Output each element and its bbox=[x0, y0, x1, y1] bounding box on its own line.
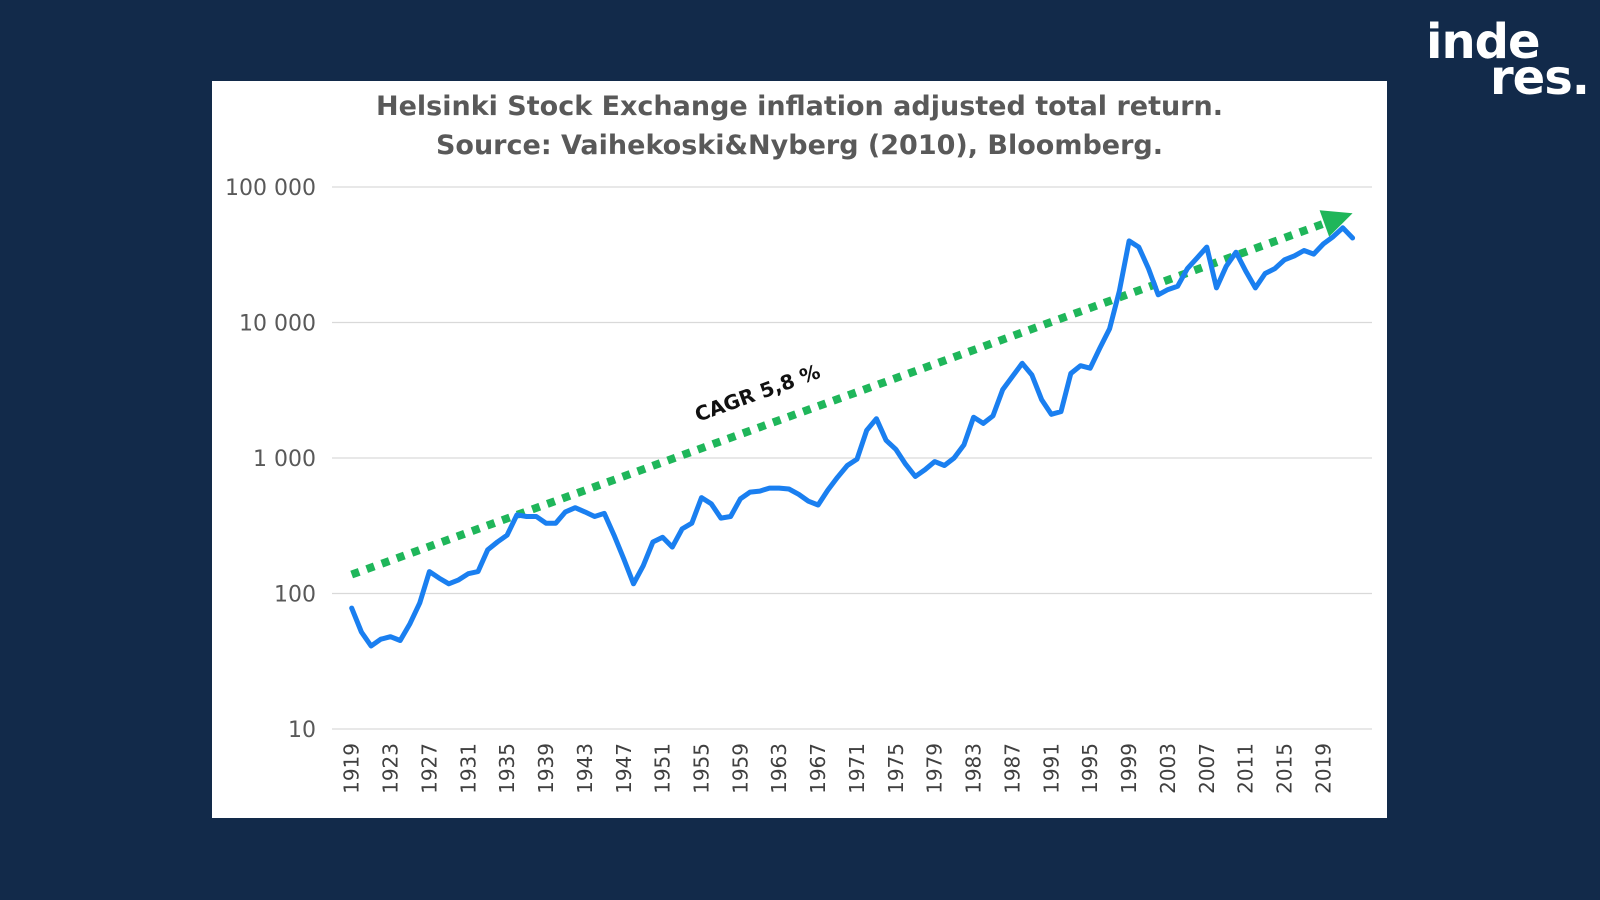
y-tick-label: 100 000 bbox=[225, 176, 316, 201]
chart-panel: 10 100 1 000 10 000 100 000 1919 1923 1927 1931… bbox=[212, 81, 1387, 818]
x-tick-label: 2015 bbox=[1273, 743, 1297, 794]
chart-title-line-2: Source: Vaihekoski&Nyberg (2010), Bloomb… bbox=[435, 130, 1164, 161]
x-tick-label: 2011 bbox=[1234, 743, 1258, 794]
y-tick-label: 100 bbox=[274, 583, 316, 608]
x-tick-label: 1951 bbox=[651, 743, 675, 794]
x-tick-label: 1999 bbox=[1117, 743, 1141, 794]
x-tick-label: 1919 bbox=[340, 743, 364, 794]
cagr-label: CAGR 5,8 % bbox=[692, 359, 824, 426]
logo-line-2: res. bbox=[1490, 50, 1590, 106]
x-tick-label: 1955 bbox=[689, 743, 713, 794]
cagr-arrow-head bbox=[1319, 210, 1353, 237]
inderes-logo: inde res. bbox=[1426, 14, 1590, 106]
x-tick-label: 1979 bbox=[923, 743, 947, 794]
x-tick-label: 2019 bbox=[1311, 743, 1335, 794]
return-series-line bbox=[349, 225, 1356, 649]
y-tick-label: 10 000 bbox=[239, 312, 316, 337]
logo-line-1: inde bbox=[1426, 14, 1541, 70]
x-tick-label: 1963 bbox=[767, 743, 791, 794]
chart-title-line-1: Helsinki Stock Exchange inflation adjust… bbox=[375, 91, 1224, 122]
y-tick-label: 1 000 bbox=[253, 447, 316, 472]
chart-plot: 10 100 1 000 10 000 100 000 1919 1923 1927 1931… bbox=[225, 176, 1372, 794]
x-tick-label: 1959 bbox=[728, 743, 752, 794]
x-tick-label: 1991 bbox=[1039, 743, 1063, 794]
x-tick-label: 1947 bbox=[612, 743, 636, 794]
x-tick-label: 1967 bbox=[806, 743, 830, 794]
cagr-trend-line bbox=[350, 219, 1326, 579]
y-tick-label: 10 bbox=[288, 718, 316, 743]
x-tick-label: 1939 bbox=[534, 743, 558, 794]
x-tick-label: 1975 bbox=[884, 743, 908, 794]
x-tick-label: 1987 bbox=[1000, 743, 1024, 794]
x-tick-label: 1995 bbox=[1078, 743, 1102, 794]
x-tick-label: 2007 bbox=[1195, 743, 1219, 794]
x-tick-label: 1927 bbox=[417, 743, 441, 794]
x-tick-label: 2003 bbox=[1156, 743, 1180, 794]
x-tick-label: 1943 bbox=[573, 743, 597, 794]
chart-title: Helsinki Stock Exchange inflation adjust… bbox=[212, 87, 1387, 165]
x-tick-label: 1923 bbox=[379, 743, 403, 794]
x-tick-label: 1971 bbox=[845, 743, 869, 794]
x-tick-label: 1935 bbox=[495, 743, 519, 794]
x-tick-label: 1931 bbox=[456, 743, 480, 794]
x-tick-label: 1983 bbox=[962, 743, 986, 794]
